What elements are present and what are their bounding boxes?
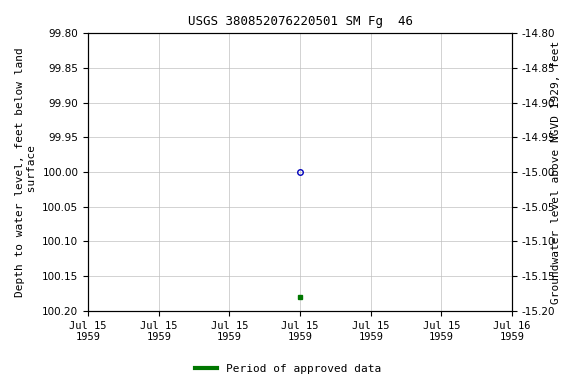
- Y-axis label: Groundwater level above NGVD 1929, feet: Groundwater level above NGVD 1929, feet: [551, 40, 561, 304]
- Title: USGS 380852076220501 SM Fg  46: USGS 380852076220501 SM Fg 46: [188, 15, 412, 28]
- Y-axis label: Depth to water level, feet below land
 surface: Depth to water level, feet below land su…: [15, 47, 37, 297]
- Legend: Period of approved data: Period of approved data: [191, 359, 385, 379]
